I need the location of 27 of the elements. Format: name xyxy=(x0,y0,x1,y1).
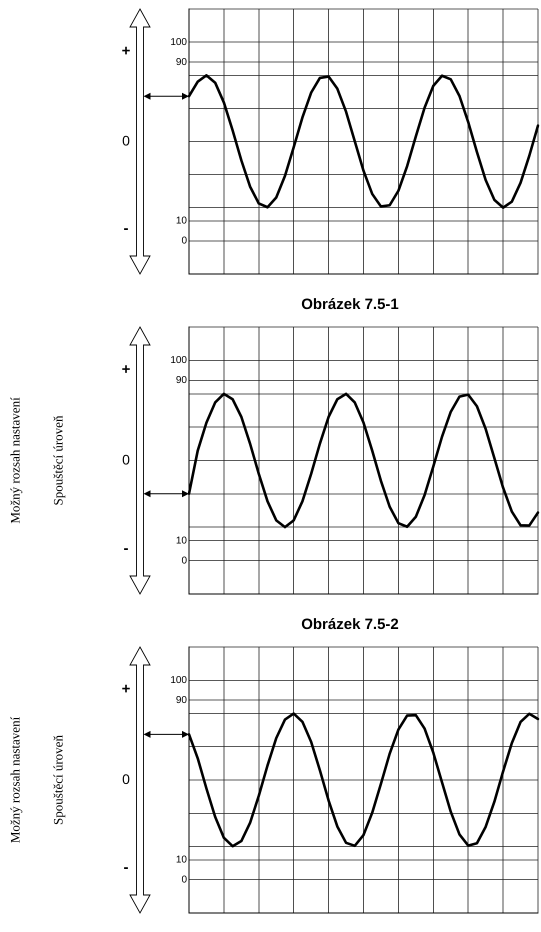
text: Obrázek 7.5-1 xyxy=(301,296,399,314)
text: 0 xyxy=(122,451,130,468)
y-tick-label: 0 xyxy=(181,236,188,247)
y-tick-label: 10 xyxy=(176,854,188,866)
y-tick-label: 90 xyxy=(176,56,188,68)
y-tick-label: 0 xyxy=(181,555,188,566)
text: 0 xyxy=(122,770,130,787)
text: Spouštěcí úroveň xyxy=(50,734,66,825)
y-tick-label: 0 xyxy=(181,874,188,886)
text: + xyxy=(122,360,131,378)
y-tick-label: 90 xyxy=(176,375,188,386)
text: - xyxy=(124,858,128,876)
text: Obrázek 7.5-2 xyxy=(301,616,399,634)
text: Možný rozsah nastavení xyxy=(7,396,22,524)
text: Spouštěcí úroveň xyxy=(50,415,66,506)
y-tick-label: 90 xyxy=(176,694,188,706)
text: + xyxy=(122,680,131,698)
text: + xyxy=(122,42,131,60)
text: Možný rozsah nastavení xyxy=(7,716,22,844)
text: 0 xyxy=(122,132,130,148)
text: - xyxy=(124,220,128,238)
y-tick-label: 10 xyxy=(176,535,188,546)
y-tick-label: 100 xyxy=(170,355,188,366)
y-tick-label: 100 xyxy=(170,675,188,686)
y-tick-label: 100 xyxy=(170,36,188,48)
text: - xyxy=(124,540,128,557)
y-tick-label: 10 xyxy=(176,216,188,227)
